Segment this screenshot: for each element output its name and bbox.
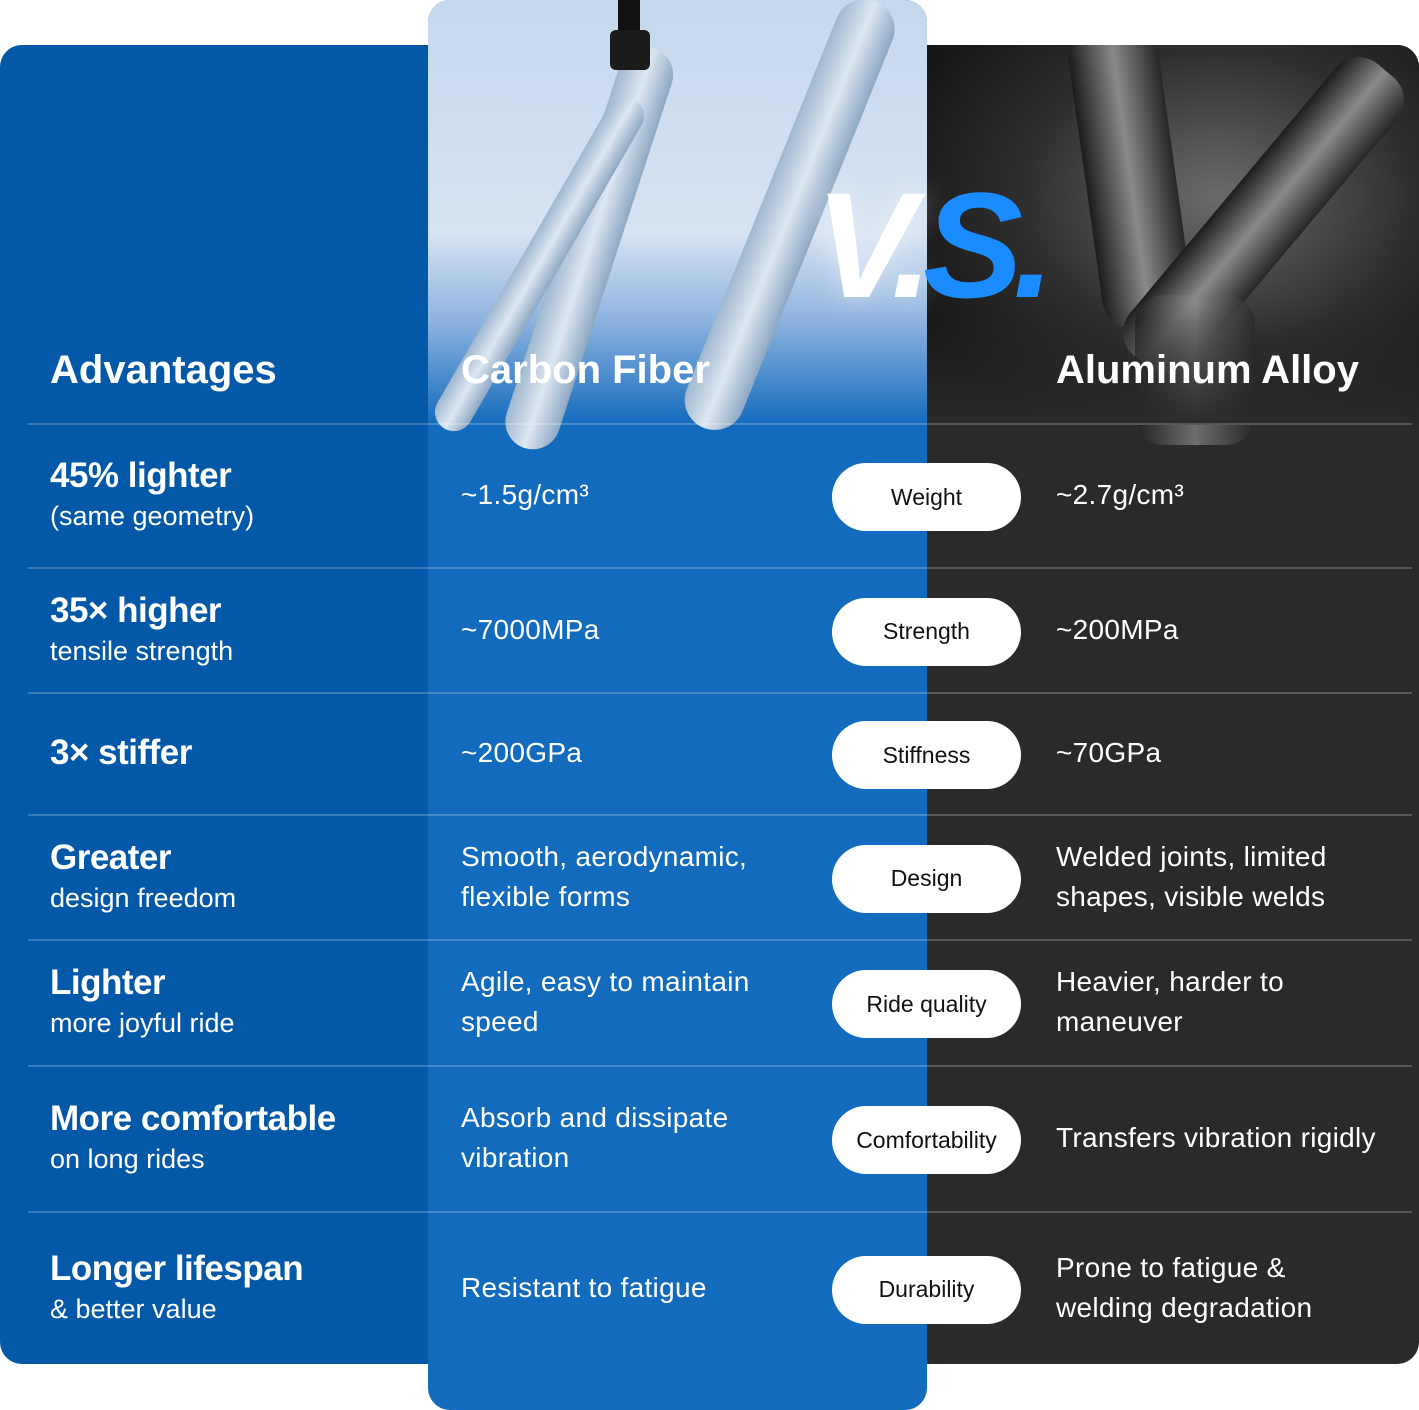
aluminum-value-text: Welded joints, limited shapes, visible w…: [1056, 840, 1327, 912]
category-pill: Durability: [832, 1255, 1021, 1324]
advantage-cell: Longer lifespan & better value: [50, 1211, 420, 1364]
header-carbon-fiber: Carbon Fiber: [461, 348, 710, 392]
row-divider: [28, 692, 1412, 694]
aluminum-value-text: Transfers vibration rigidly: [1056, 1122, 1376, 1153]
row-divider: [28, 814, 1412, 816]
category-pill: Ride quality: [832, 970, 1021, 1038]
advantage-cell: Greater design freedom: [50, 814, 420, 939]
row-divider: [28, 939, 1412, 941]
carbon-value: ~200GPa: [461, 692, 791, 814]
advantage-subtitle: & better value: [50, 1293, 217, 1324]
advantage-subtitle: more joyful ride: [50, 1008, 235, 1038]
advantage-cell: More comfortable on long rides: [50, 1065, 420, 1211]
category-pill: Strength: [832, 597, 1021, 666]
carbon-value: Absorb and dissipate vibration: [461, 1065, 791, 1211]
aluminum-value-text: Prone to fatigue & welding degradation: [1056, 1251, 1313, 1323]
advantage-title: Longer lifespan: [50, 1248, 304, 1288]
advantage-cell: 45% lighter (same geometry): [50, 423, 420, 567]
advantage-subtitle: tensile strength: [50, 635, 234, 666]
carbon-value-text: Smooth, aerodynamic, flexible forms: [461, 840, 748, 912]
carbon-value-text: ~1.5g/cm³: [461, 479, 589, 510]
carbon-value: ~7000MPa: [461, 567, 791, 692]
carbon-value: Resistant to fatigue: [461, 1211, 791, 1364]
advantage-title: Greater: [50, 837, 172, 877]
carbon-value-text: ~7000MPa: [461, 613, 600, 645]
carbon-value: Smooth, aerodynamic, flexible forms: [461, 814, 791, 939]
carbon-value: ~1.5g/cm³: [461, 423, 791, 567]
carbon-value-text: Agile, easy to maintain speed: [461, 966, 750, 1037]
row-divider: [28, 1065, 1412, 1067]
advantage-title: 35× higher: [50, 590, 222, 630]
aluminum-value: ~200MPa: [1056, 567, 1376, 692]
vs-s: S.: [922, 161, 1055, 329]
advantage-cell: Lighter more joyful ride: [50, 939, 420, 1065]
vs-mark: V.S.: [815, 170, 1055, 320]
carbon-value-text: ~200GPa: [461, 737, 583, 768]
advantage-title: 3× stiffer: [50, 733, 192, 772]
carbon-value: Agile, easy to maintain speed: [461, 939, 791, 1065]
aluminum-panel: [915, 45, 1419, 1364]
row-divider: [28, 1211, 1412, 1213]
advantage-cell: 3× stiffer: [50, 692, 420, 814]
advantage-subtitle: on long rides: [50, 1144, 205, 1174]
aluminum-value: Welded joints, limited shapes, visible w…: [1056, 814, 1376, 939]
header-advantages: Advantages: [50, 348, 277, 392]
aluminum-value-text: ~200MPa: [1056, 613, 1179, 645]
aluminum-value: Transfers vibration rigidly: [1056, 1065, 1376, 1211]
aluminum-value-text: Heavier, harder to maneuver: [1056, 966, 1284, 1037]
aluminum-value: Prone to fatigue & welding degradation: [1056, 1211, 1376, 1364]
row-divider: [28, 567, 1412, 569]
aluminum-value-text: ~2.7g/cm³: [1056, 479, 1184, 510]
aluminum-value: Heavier, harder to maneuver: [1056, 939, 1376, 1065]
advantage-cell: 35× higher tensile strength: [50, 567, 420, 692]
category-pill: Stiffness: [832, 721, 1021, 789]
aluminum-value: ~2.7g/cm³: [1056, 423, 1376, 567]
advantage-subtitle: design freedom: [50, 882, 237, 913]
advantages-panel: [0, 45, 440, 1364]
advantage-title: Lighter: [50, 963, 166, 1002]
advantage-subtitle: (same geometry): [50, 501, 255, 531]
header-aluminum-alloy: Aluminum Alloy: [1056, 348, 1359, 392]
carbon-panel: [428, 0, 927, 1410]
carbon-value-text: Resistant to fatigue: [461, 1271, 707, 1303]
advantage-title: More comfortable: [50, 1099, 336, 1138]
advantage-title: 45% lighter: [50, 456, 232, 495]
aluminum-value-text: ~70GPa: [1056, 737, 1162, 768]
carbon-frame-photo: [428, 0, 927, 457]
carbon-value-text: Absorb and dissipate vibration: [461, 1102, 729, 1173]
aluminum-value: ~70GPa: [1056, 692, 1376, 814]
aluminum-frame-photo: [915, 45, 1419, 445]
vs-v: V.: [815, 161, 933, 329]
row-divider: [28, 423, 1412, 425]
category-pill: Comfortability: [832, 1106, 1021, 1174]
category-pill: Design: [832, 844, 1021, 913]
category-pill: Weight: [832, 463, 1021, 531]
